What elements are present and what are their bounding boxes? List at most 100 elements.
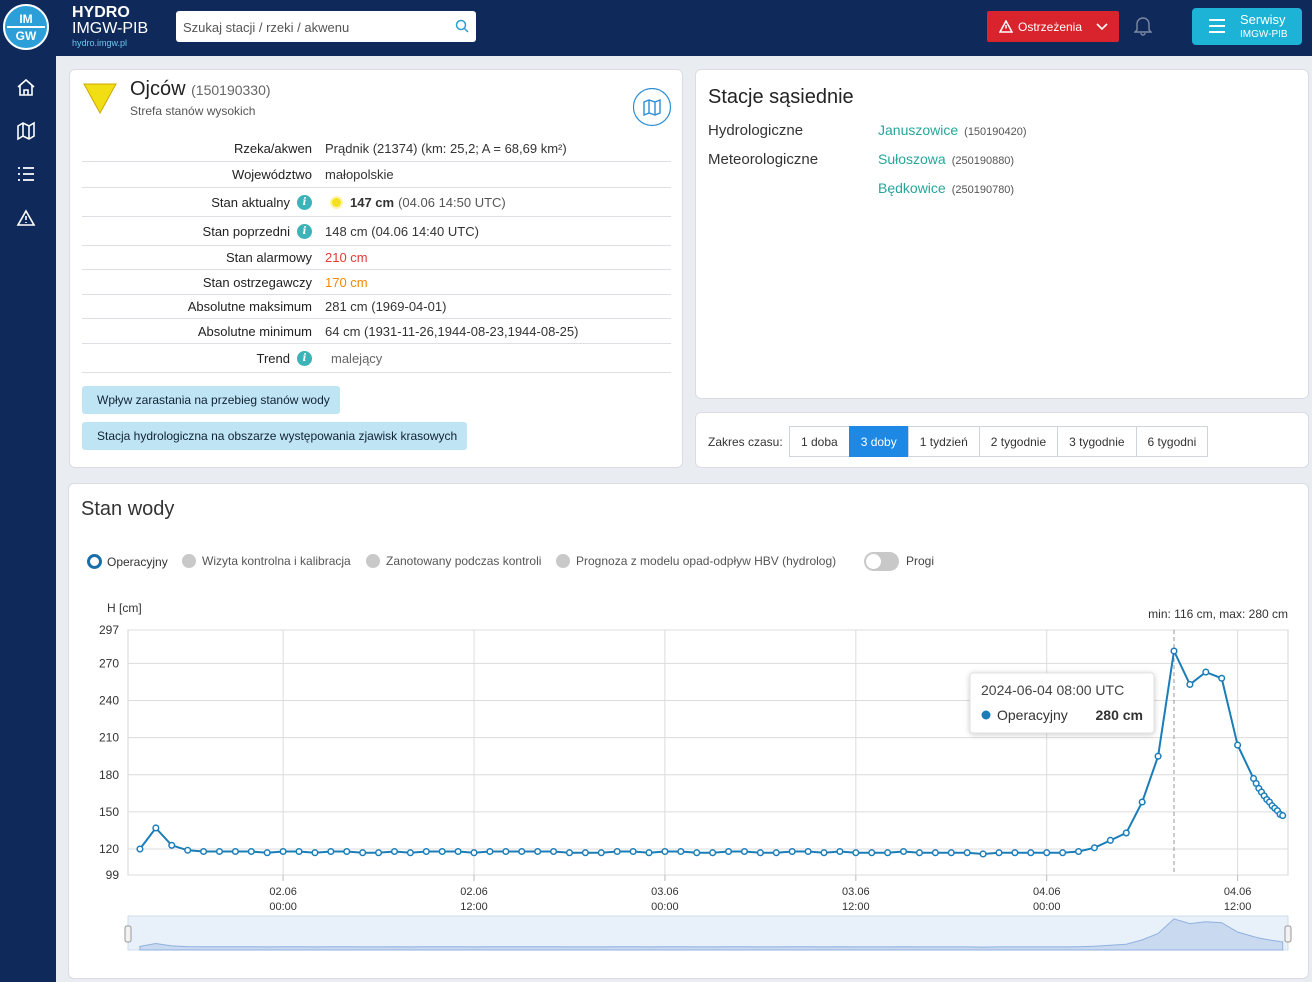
x-tick-label: 03.06 (651, 886, 679, 898)
list-icon[interactable] (18, 167, 34, 181)
data-point (311, 849, 319, 857)
time-range-option[interactable]: 3 doby (848, 426, 909, 457)
x-tick-label: 12:00 (842, 901, 870, 913)
notice: Wpływ zarastania na przebieg stanów wody (82, 386, 340, 414)
row-label: Rzeka/akwen (82, 141, 312, 156)
data-point (915, 849, 924, 857)
time-range-option[interactable]: 6 tygodni (1135, 426, 1209, 457)
navigator (127, 915, 1289, 951)
row-label: Stan alarmowy (82, 250, 312, 265)
logo[interactable]: IM GW (2, 3, 50, 51)
navigator-handle[interactable] (124, 925, 132, 943)
data-point (1106, 836, 1114, 844)
services-label: Serwisy (1240, 12, 1286, 27)
station-row: Trend i malejący (82, 344, 671, 373)
data-point (486, 847, 494, 856)
water-level-card: Stan wody Operacyjny Wizyta kontrolna i … (68, 483, 1309, 979)
info-icon[interactable]: i (297, 223, 312, 239)
map-button[interactable] (632, 88, 672, 128)
data-point (231, 847, 239, 856)
time-range-option[interactable]: 1 tydzień (907, 426, 980, 457)
thresholds-label: Progi (906, 554, 935, 568)
legend-item[interactable]: Zanotowany podczas kontroli (366, 554, 541, 568)
station-link[interactable]: Sułoszowa (250190880) (878, 151, 1014, 169)
station-id: (150190330) (191, 82, 271, 98)
row-label-text: Absolutne minimum (197, 323, 312, 339)
data-point (215, 847, 224, 856)
time-range-option[interactable]: 1 doba (789, 426, 850, 457)
series-line (139, 647, 1284, 856)
warnings-label: Ostrzeżenia (1018, 19, 1083, 34)
station-row: Stan aktualny i 147 cm (04.06 14:50 UTC) (82, 188, 671, 217)
legend-label: Prognoza z modelu opad-odpływ HBV (hydro… (576, 554, 837, 568)
x-tick-label: 00:00 (269, 901, 297, 913)
data-point (152, 824, 160, 832)
neighbors-card: Stacje sąsiednie Hydrologiczne Januszowic… (695, 69, 1309, 399)
home-icon[interactable] (17, 78, 35, 96)
time-range-option[interactable]: 2 tygodnie (978, 426, 1059, 457)
time-range-options: 1 doba 3 doby 1 tydzień 2 tygodnie 3 tygodni… (789, 426, 1209, 457)
legend-item[interactable]: Prognoza z modelu opad-odpływ HBV (hydro… (556, 554, 836, 568)
data-point (1011, 849, 1019, 857)
station-link-id: (250190780) (951, 184, 1015, 196)
x-tick-label: 02.06 (269, 886, 297, 898)
data-point (1138, 798, 1146, 806)
row-value: 281 cm (1969-04-01) (325, 299, 446, 314)
data-point (597, 849, 605, 857)
warning-icon (999, 20, 1013, 33)
data-point (565, 849, 574, 857)
info-icon[interactable]: i (297, 194, 312, 210)
data-point (756, 849, 764, 857)
legend-dot (366, 554, 380, 568)
search-input[interactable]: Szukaj stacji / rzeki / akwenu (176, 11, 476, 42)
warning-icon[interactable] (16, 209, 36, 226)
station-row: Stan poprzedni i 148 cm (04.06 14:40 UTC) (82, 217, 671, 246)
row-label: Stan aktualny i (82, 194, 312, 210)
map-icon[interactable] (17, 121, 35, 141)
station-row: Województwo małopolskie (82, 162, 671, 188)
station-row: Rzeka/akwen Prądnik (21374) (km: 25,2; A … (82, 136, 671, 162)
station-link-id: (250190880) (951, 155, 1015, 167)
data-point (1074, 847, 1083, 856)
section-title: Stan wody (81, 498, 175, 520)
thresholds-toggle[interactable] (864, 552, 899, 571)
station-zone: Strefa stanów wysokich (130, 104, 256, 118)
row-value: malejący (325, 351, 382, 366)
row-label: Województwo (82, 167, 312, 182)
bell-icon[interactable] (1134, 16, 1152, 36)
logo-title: HYDRO (72, 4, 130, 21)
time-range-label: Zakres czasu: (708, 435, 783, 449)
row-value-text: Prądnik (21374) (km: 25,2; A = 68,69 km²… (325, 141, 567, 156)
navigator-handle[interactable] (1284, 925, 1292, 943)
station-link-id: (150190420) (964, 126, 1027, 138)
station-table: Rzeka/akwen Prądnik (21374) (km: 25,2; A … (82, 136, 671, 373)
station-row: Absolutne maksimum 281 cm (1969-04-01) (82, 295, 671, 319)
data-point (375, 849, 383, 857)
data-point (581, 849, 589, 857)
legend-item[interactable]: Operacyjny (87, 554, 168, 569)
x-tick-label: 02.06 (460, 886, 488, 898)
data-point (661, 847, 669, 856)
neighbors-title: Stacje sąsiednie (708, 86, 854, 108)
services-button[interactable]: Serwisy IMGW-PIB (1192, 8, 1302, 45)
y-tick-label: 210 (99, 731, 119, 745)
dropdown-caret (1096, 22, 1108, 30)
row-value-text: 281 cm (1969-04-01) (325, 299, 447, 314)
station-link[interactable]: Januszowice (150190420) (878, 122, 1033, 142)
search-icon (455, 19, 469, 33)
data-point (693, 849, 701, 857)
data-point (677, 847, 685, 856)
row-value: 210 cm (325, 250, 368, 265)
row-value: 147 cm (04.06 14:50 UTC) (325, 195, 506, 210)
warnings-button[interactable]: Ostrzeżenia (987, 11, 1119, 42)
station-link[interactable]: Będkowice (250190780) (878, 180, 1014, 198)
data-point (295, 847, 303, 856)
row-label: Trend i (82, 350, 312, 366)
legend-item[interactable]: Wizyta kontrolna i kalibracja (182, 554, 351, 568)
row-value: 170 cm (325, 275, 368, 290)
time-range-option[interactable]: 3 tygodnie (1057, 426, 1137, 457)
info-icon[interactable]: i (297, 350, 312, 366)
row-value: 64 cm (1931-11-26,1944-08-23,1944-08-25) (325, 324, 578, 339)
data-point (406, 849, 414, 857)
x-tick-label: 00:00 (1033, 901, 1061, 913)
